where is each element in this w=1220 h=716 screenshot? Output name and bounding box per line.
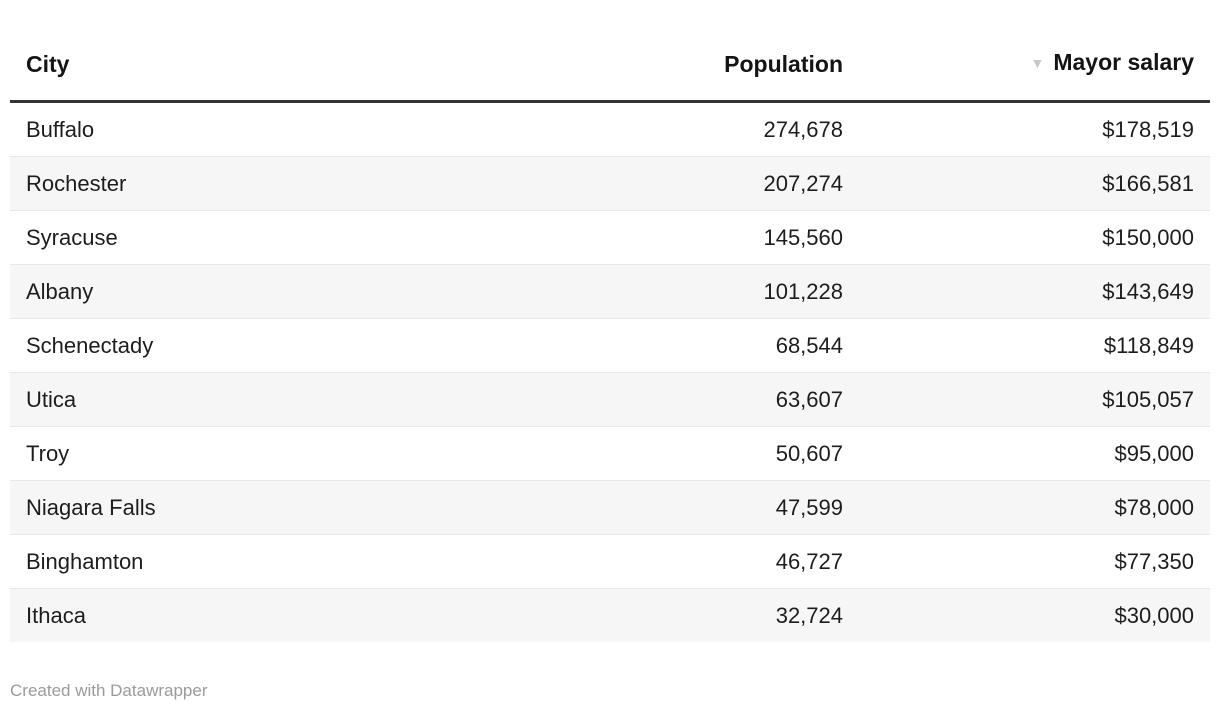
cell-mayor-salary: $77,350 bbox=[859, 534, 1210, 589]
header-row: City Population ▼ Mayor salary bbox=[10, 0, 1210, 103]
cell-mayor-salary: $78,000 bbox=[859, 480, 1210, 535]
table-row: Troy 50,607 $95,000 bbox=[10, 426, 1210, 481]
sort-descending-icon: ▼ bbox=[1030, 55, 1045, 71]
cell-population: 63,607 bbox=[538, 372, 859, 427]
cell-population: 101,228 bbox=[538, 264, 859, 319]
table-row: Niagara Falls 47,599 $78,000 bbox=[10, 480, 1210, 535]
cell-mayor-salary: $166,581 bbox=[859, 156, 1210, 211]
cell-city: Binghamton bbox=[10, 534, 538, 589]
cell-mayor-salary: $143,649 bbox=[859, 264, 1210, 319]
cell-population: 207,274 bbox=[538, 156, 859, 211]
cell-population: 145,560 bbox=[538, 210, 859, 265]
cell-city: Niagara Falls bbox=[10, 480, 538, 535]
table-row: Schenectady 68,544 $118,849 bbox=[10, 318, 1210, 373]
cell-mayor-salary: $118,849 bbox=[859, 318, 1210, 373]
table-row: Utica 63,607 $105,057 bbox=[10, 372, 1210, 427]
table-row: Binghamton 46,727 $77,350 bbox=[10, 534, 1210, 589]
table-row: Buffalo 274,678 $178,519 bbox=[10, 102, 1210, 157]
cell-city: Troy bbox=[10, 426, 538, 481]
column-header-city[interactable]: City bbox=[10, 0, 538, 103]
table-row: Ithaca 32,724 $30,000 bbox=[10, 588, 1210, 642]
table-row: Syracuse 145,560 $150,000 bbox=[10, 210, 1210, 265]
table-row: Rochester 207,274 $166,581 bbox=[10, 156, 1210, 211]
cell-mayor-salary: $105,057 bbox=[859, 372, 1210, 427]
cell-population: 47,599 bbox=[538, 480, 859, 535]
cell-mayor-salary: $30,000 bbox=[859, 588, 1210, 642]
cell-population: 68,544 bbox=[538, 318, 859, 373]
cell-city: Ithaca bbox=[10, 588, 538, 642]
cell-population: 50,607 bbox=[538, 426, 859, 481]
cell-mayor-salary: $150,000 bbox=[859, 210, 1210, 265]
cell-population: 274,678 bbox=[763, 116, 843, 142]
cell-city: Utica bbox=[10, 372, 538, 427]
cell-city: Schenectady bbox=[10, 318, 538, 373]
column-header-mayor-salary[interactable]: ▼ Mayor salary bbox=[859, 0, 1210, 103]
cell-city: Buffalo bbox=[26, 116, 95, 142]
cell-population: 46,727 bbox=[538, 534, 859, 589]
table-row: Albany 101,228 $143,649 bbox=[10, 264, 1210, 319]
cell-mayor-salary: $178,519 bbox=[1102, 116, 1194, 142]
column-header-population[interactable]: Population bbox=[538, 0, 859, 103]
cell-population: 32,724 bbox=[538, 588, 859, 642]
column-header-mayor-salary-label: Mayor salary bbox=[1053, 49, 1194, 75]
data-table: City Population ▼ Mayor salary Buffalo 27… bbox=[10, 0, 1210, 642]
datawrapper-credit-link[interactable]: Created with Datawrapper bbox=[10, 681, 208, 700]
cell-city: Albany bbox=[10, 264, 538, 319]
cell-mayor-salary: $95,000 bbox=[859, 426, 1210, 481]
cell-city: Rochester bbox=[10, 156, 538, 211]
cell-city: Syracuse bbox=[10, 210, 538, 265]
